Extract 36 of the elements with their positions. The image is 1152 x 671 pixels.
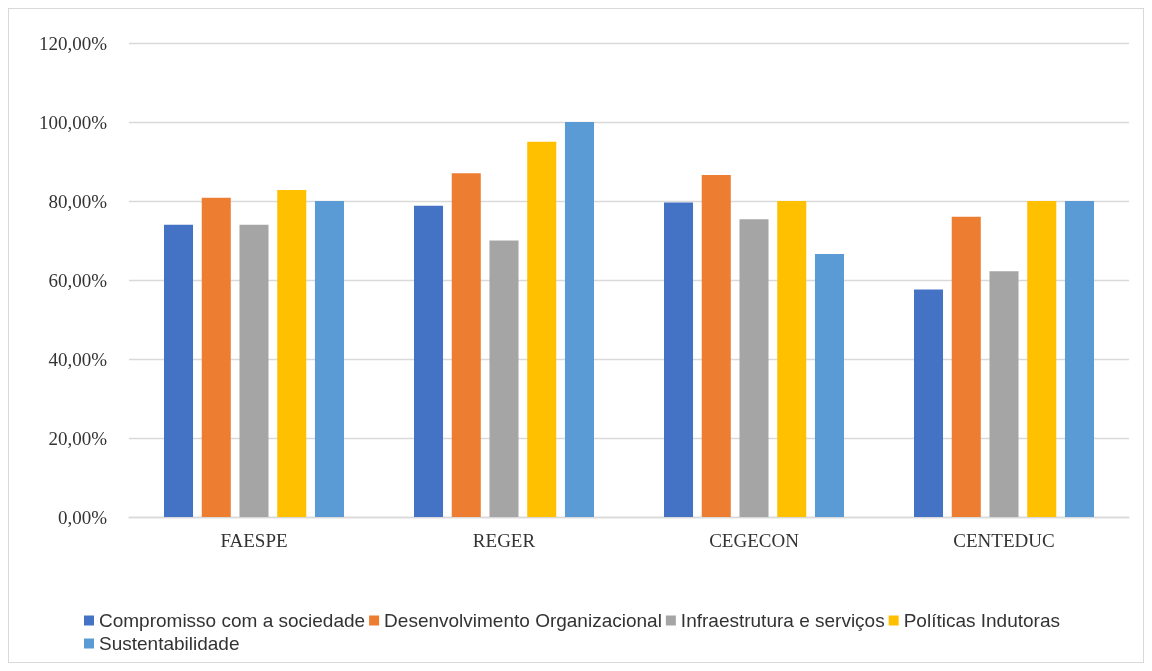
bar [989, 271, 1019, 517]
y-tick-label: 20,00% [48, 427, 108, 449]
legend-label: Compromisso com a sociedade [99, 610, 366, 631]
y-tick-label: 60,00% [48, 269, 108, 291]
bar [239, 224, 269, 517]
legend-label: Desenvolvimento Organizacional [384, 610, 662, 631]
bar [814, 253, 844, 517]
bar [1064, 201, 1094, 517]
x-tick-label: CEGECON [709, 530, 800, 551]
y-tick-label: 40,00% [48, 348, 108, 370]
x-tick-label: FAESPE [220, 530, 288, 551]
bar [277, 189, 307, 517]
bar [489, 240, 519, 517]
y-tick-label: 120,00% [38, 32, 108, 54]
bar [739, 219, 769, 517]
legend-label: Políticas Indutoras [903, 610, 1060, 631]
bar [527, 141, 557, 517]
bar [664, 202, 694, 517]
y-tick-label: 100,00% [38, 111, 108, 133]
x-tick-label: REGER [472, 530, 536, 551]
bar [314, 201, 344, 517]
legend-label: Sustentabilidade [99, 633, 240, 654]
bar [1027, 201, 1057, 517]
bar [164, 224, 194, 517]
bar [777, 201, 807, 517]
bar [951, 216, 981, 517]
y-tick-label: 0,00% [57, 506, 108, 528]
bar [201, 197, 231, 517]
bar [701, 174, 731, 517]
x-tick-label: CENTEDUC [953, 530, 1055, 551]
legend-label: Infraestrutura e serviços [680, 610, 885, 631]
bar [914, 289, 944, 517]
bar [451, 173, 481, 517]
y-tick-label: 80,00% [48, 190, 108, 212]
bar [564, 122, 594, 517]
bar [414, 205, 444, 517]
